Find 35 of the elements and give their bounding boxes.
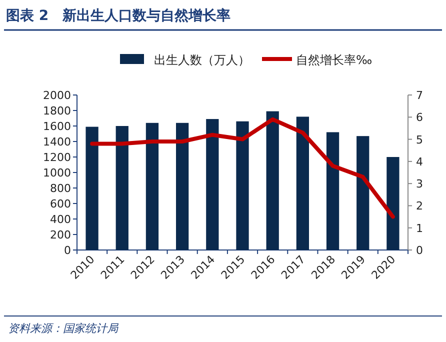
bar	[116, 126, 128, 250]
line-series	[90, 117, 395, 219]
y-tick-label: 200	[50, 228, 71, 242]
legend-label: 出生人数（万人）	[154, 53, 250, 67]
y-tick-label: 1600	[43, 120, 71, 133]
bar	[146, 122, 159, 250]
y2-tick-label: 1	[416, 222, 423, 235]
y-tick-label: 400	[50, 213, 71, 226]
y-tick-label: 2000	[43, 89, 71, 102]
chart-title: 图表 2 新出生人口数与自然增长率	[6, 7, 231, 24]
bar	[386, 157, 400, 250]
y2-tick-label: 4	[416, 155, 423, 168]
y-tick-label: 0	[64, 244, 71, 257]
bar	[326, 132, 340, 250]
y2-tick-label: 0	[416, 244, 423, 257]
bar	[296, 116, 309, 250]
bar	[176, 122, 189, 250]
bar	[236, 121, 249, 250]
y2-tick-label: 7	[416, 89, 423, 102]
legend-label: 自然增长率‰	[296, 53, 372, 67]
y-tick-label: 1800	[43, 104, 71, 118]
y2-tick-label: 5	[416, 133, 423, 146]
y2-tick-label: 6	[416, 111, 423, 124]
y-tick-label: 1000	[43, 166, 71, 180]
bar	[266, 111, 279, 250]
y-tick-label: 600	[50, 198, 71, 210]
bar	[206, 119, 219, 250]
text: 资料来源：国家统计局	[8, 322, 119, 335]
y-tick-label: 800	[50, 182, 71, 195]
y-tick-label: 1200	[43, 151, 71, 164]
y2-tick-label: 3	[416, 178, 423, 191]
y2-tick-label: 2	[416, 200, 423, 213]
bar	[86, 126, 98, 250]
y-tick-label: 1400	[43, 136, 71, 148]
bar	[356, 136, 370, 250]
